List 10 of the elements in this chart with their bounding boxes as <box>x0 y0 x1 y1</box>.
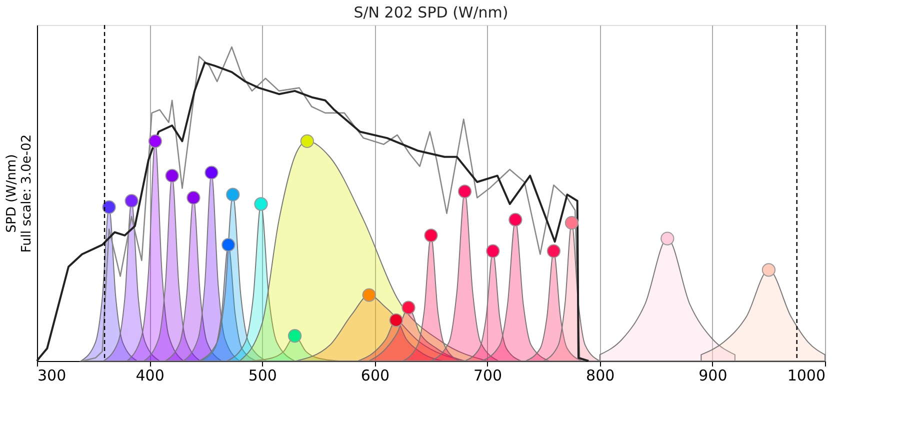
x-tick-label: 700 <box>473 366 502 384</box>
y-axis-title: SPD (W/nm) Full scale: 3.0e-02 <box>4 134 34 253</box>
x-tick-label: 400 <box>136 366 164 384</box>
x-tick-label: 300 <box>38 366 66 384</box>
x-tick-label: 900 <box>698 366 728 384</box>
x-tick-label: 1000 <box>787 366 826 384</box>
x-tick-label: 800 <box>586 366 615 384</box>
x-tick-label: 600 <box>360 366 390 384</box>
chart-title: S/N 202 SPD (W/nm) <box>354 3 508 22</box>
x-tick-label: 500 <box>248 366 277 384</box>
